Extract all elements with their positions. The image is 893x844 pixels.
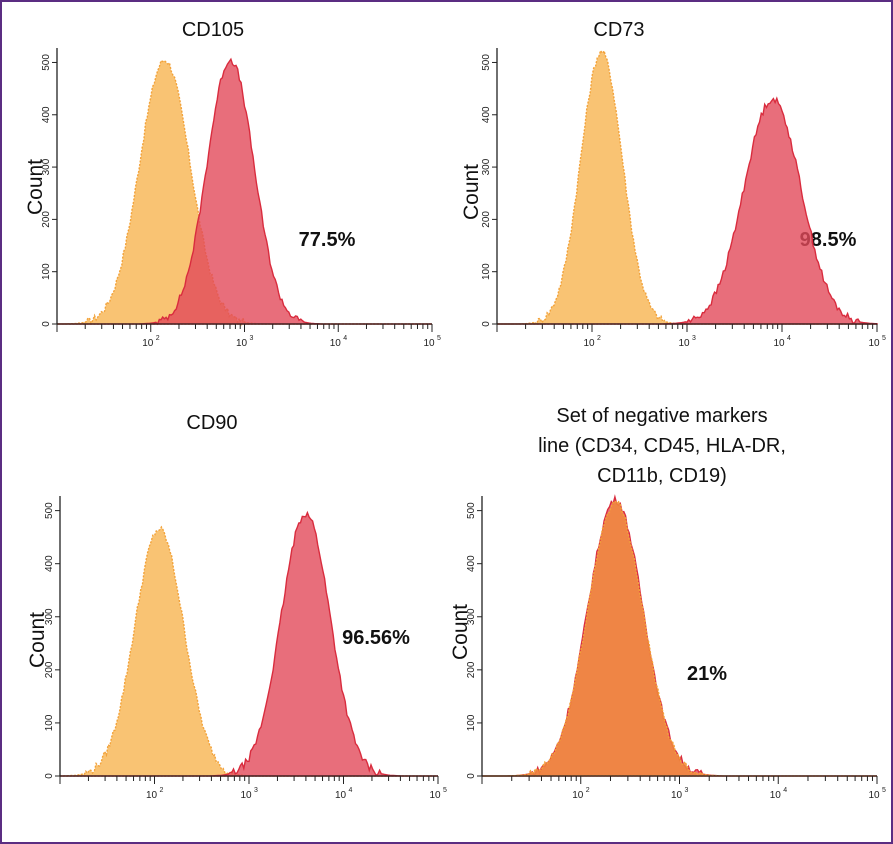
y-tick-label: 200 <box>466 661 477 678</box>
histogram-control <box>482 500 877 777</box>
x-tick-exponent: 5 <box>443 787 447 794</box>
x-tick-exponent: 3 <box>685 787 689 794</box>
y-tick-label: 400 <box>41 106 52 123</box>
y-tick-label: 100 <box>466 714 477 731</box>
x-tick-label: 10 <box>429 790 441 801</box>
x-tick-label: 10 <box>773 338 785 349</box>
x-tick-label: 10 <box>868 338 880 349</box>
y-tick-label: 500 <box>481 54 492 71</box>
y-tick-label: 400 <box>466 555 477 572</box>
percent-annotation: 77.5% <box>299 229 356 251</box>
y-tick-label: 0 <box>44 773 55 779</box>
x-tick-exponent: 4 <box>787 335 791 342</box>
panel-title-line-1: Set of negative markers <box>556 405 767 427</box>
x-tick-label: 10 <box>146 790 158 801</box>
y-tick-label: 300 <box>481 158 492 175</box>
y-tick-label: 500 <box>41 54 52 71</box>
y-axis-label: Count <box>460 164 483 220</box>
y-tick-label: 100 <box>44 714 55 731</box>
x-tick-label: 10 <box>678 338 690 349</box>
panel-negative-markers: Set of negative markers line (CD34, CD45… <box>449 405 886 801</box>
y-axis-label: Count <box>449 604 472 660</box>
x-tick-label: 10 <box>236 338 248 349</box>
y-tick-label: 300 <box>44 608 55 625</box>
x-tick-exponent: 3 <box>250 335 254 342</box>
x-tick-label: 10 <box>142 338 154 349</box>
x-tick-exponent: 3 <box>254 787 258 794</box>
y-tick-label: 0 <box>481 321 492 327</box>
panel-title: CD105 <box>182 19 244 41</box>
y-axis-label: Count <box>24 159 47 215</box>
histogram-stained <box>57 57 432 326</box>
x-tick-label: 10 <box>671 790 683 801</box>
percent-annotation: 98.5% <box>800 229 857 251</box>
x-tick-exponent: 5 <box>882 335 886 342</box>
x-tick-label: 10 <box>583 338 595 349</box>
y-tick-label: 200 <box>481 211 492 228</box>
y-axis-label: Count <box>26 612 49 668</box>
y-tick-label: 100 <box>481 263 492 280</box>
percent-annotation: 21% <box>687 663 727 685</box>
y-tick-label: 200 <box>44 661 55 678</box>
y-tick-label: 500 <box>44 502 55 519</box>
x-tick-exponent: 2 <box>586 787 590 794</box>
x-tick-exponent: 5 <box>437 335 441 342</box>
histogram-control <box>59 525 438 778</box>
x-tick-exponent: 3 <box>692 335 696 342</box>
x-tick-label: 10 <box>770 790 782 801</box>
y-tick-label: 400 <box>44 555 55 572</box>
y-tick-label: 400 <box>481 106 492 123</box>
y-tick-label: 0 <box>41 321 52 327</box>
x-tick-label: 10 <box>335 790 347 801</box>
x-tick-exponent: 2 <box>160 787 164 794</box>
y-tick-label: 200 <box>41 211 52 228</box>
x-tick-exponent: 5 <box>882 787 886 794</box>
x-tick-label: 10 <box>330 338 342 349</box>
y-tick-label: 0 <box>466 773 477 779</box>
y-tick-label: 300 <box>41 158 52 175</box>
y-tick-label: 300 <box>466 608 477 625</box>
x-tick-exponent: 4 <box>343 335 347 342</box>
percent-annotation: 96.56% <box>342 627 410 649</box>
panel-title-line-2: line (CD34, CD45, HLA-DR, <box>538 435 786 457</box>
x-tick-exponent: 2 <box>597 335 601 342</box>
x-tick-label: 10 <box>240 790 252 801</box>
histogram-stained <box>497 96 878 325</box>
panel-title: CD73 <box>593 19 644 41</box>
x-tick-label: 10 <box>423 338 435 349</box>
x-tick-exponent: 4 <box>783 787 787 794</box>
panel-title-line-3: CD11b, CD19) <box>597 465 727 487</box>
x-tick-label: 10 <box>572 790 584 801</box>
y-tick-label: 100 <box>41 263 52 280</box>
x-tick-exponent: 2 <box>156 335 160 342</box>
y-tick-label: 500 <box>466 502 477 519</box>
x-tick-label: 10 <box>868 790 880 801</box>
panel-title: CD90 <box>186 412 237 434</box>
histogram-stained <box>482 494 877 778</box>
x-tick-exponent: 4 <box>349 787 353 794</box>
